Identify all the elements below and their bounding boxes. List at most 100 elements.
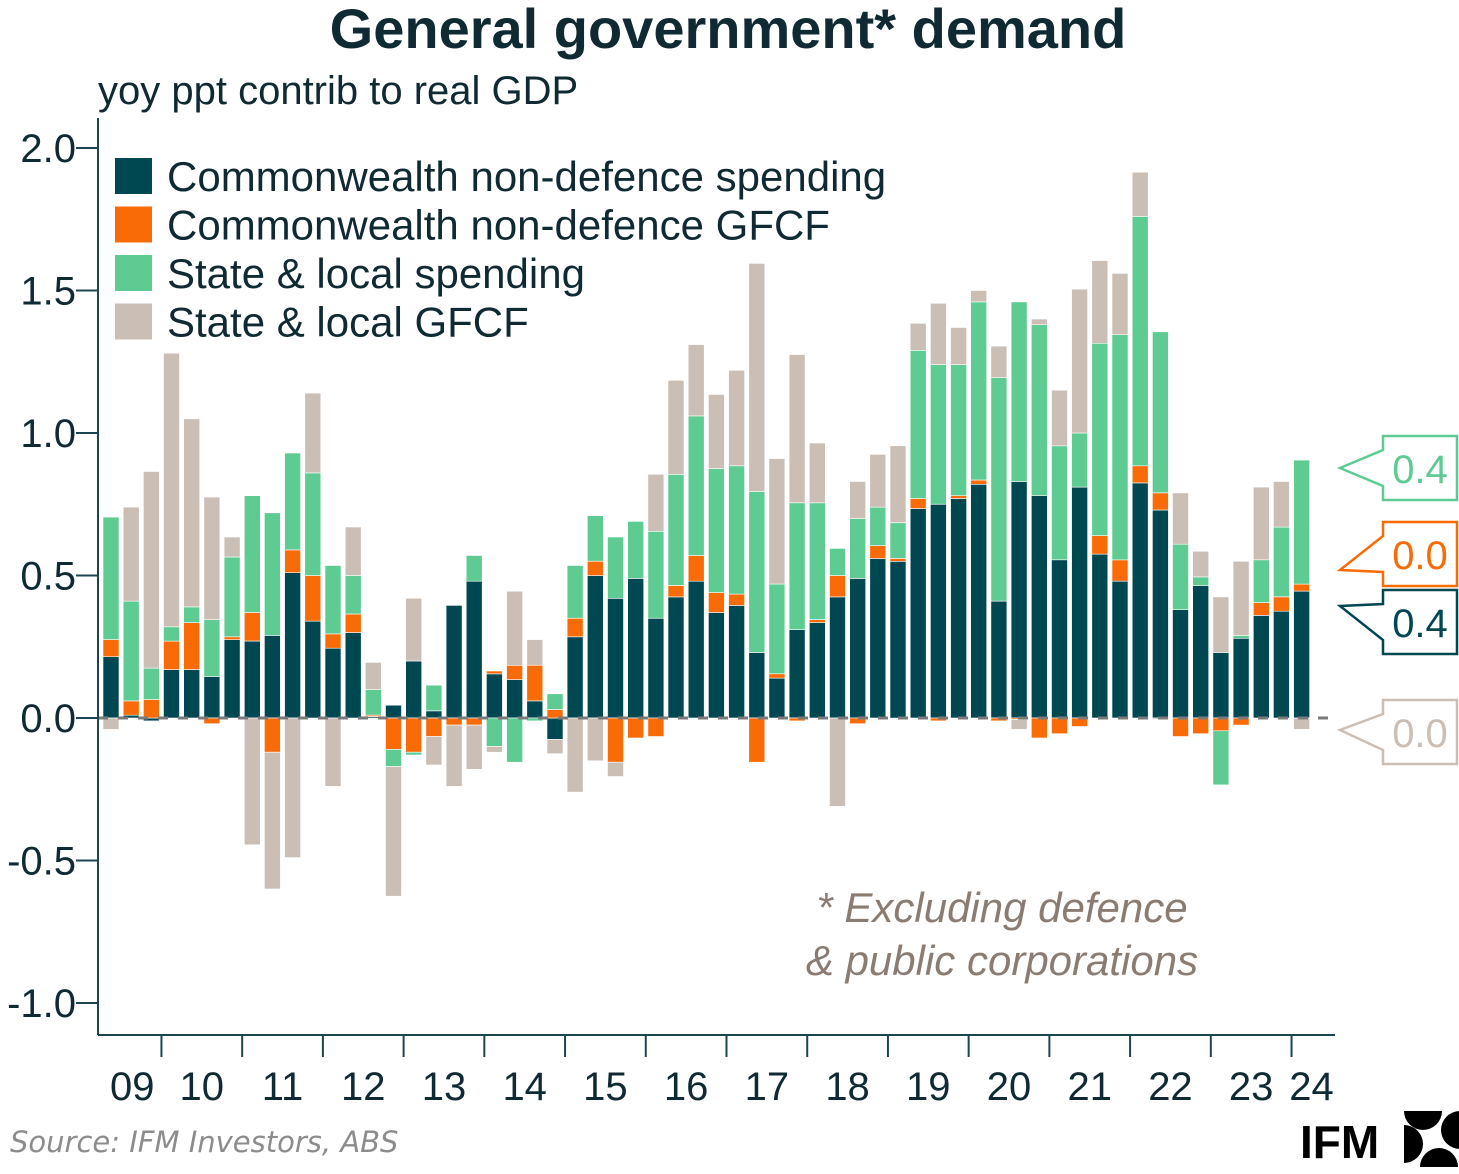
x-tick-label: 21 [1067,1065,1112,1109]
bar-segment-commonwealth-non-defence-spending [1212,652,1230,719]
bar-segment-commonwealth-non-defence-spending [1152,509,1169,719]
y-tick-label: 1.5 [20,270,76,314]
bar-segment-commonwealth-non-defence-spending [183,669,200,719]
bar-segment-commonwealth-non-defence-spending [1192,585,1209,719]
x-tick-label: 20 [987,1065,1032,1109]
bar-segment-commonwealth-non-defence-gfcf [647,717,665,737]
y-tick-label: 1.0 [20,412,76,456]
chart-title: General government* demand [330,0,1127,60]
bar-stack [183,418,200,719]
bar-stack [1293,459,1310,730]
bar-stack [869,454,887,719]
bar-segment-state-local-spending [385,749,402,767]
bar-stack [385,704,402,897]
bar-segment-state-local-gfcf [304,392,322,474]
bar-stack [607,536,624,777]
bar-segment-state-local-spending [647,530,665,619]
bar-segment-commonwealth-non-defence-spending [304,620,322,719]
bar-segment-commonwealth-non-defence-spending [1293,590,1310,719]
bar-segment-commonwealth-non-defence-gfcf [1051,717,1068,734]
bar-segment-commonwealth-non-defence-gfcf [203,717,221,724]
bar-stack [223,536,241,719]
legend-label: Commonwealth non-defence spending [167,153,886,200]
bar-segment-state-local-gfcf [546,739,564,755]
bar-segment-commonwealth-non-defence-gfcf [385,717,402,750]
bar-segment-state-local-gfcf [808,442,826,504]
y-axis-ticks: 2.0 1.5 1.0 0.5 0.0 -0.5 -1.0 [7,127,98,1026]
bar-segment-commonwealth-non-defence-gfcf [102,639,120,657]
bar-segment-state-local-gfcf [143,471,160,669]
bar-segment-state-local-spending [849,518,867,579]
bar-segment-state-local-spending [284,452,301,551]
bar-segment-state-local-gfcf [748,263,766,492]
bar-stack [687,344,705,719]
bar-segment-state-local-gfcf [1172,492,1189,545]
bar-segment-state-local-gfcf [990,345,1008,378]
callout-commonwealth-non-defence-gfcf: 0.0 [1336,520,1459,588]
bar-segment-commonwealth-non-defence-spending [244,640,261,719]
legend-label: State & local GFCF [167,299,529,346]
bar-segment-commonwealth-non-defence-spending [627,578,645,719]
bar-stack [284,452,301,858]
bar-segment-state-local-gfcf [1131,171,1149,217]
legend-label: State & local spending [167,250,585,297]
bar-stack [324,565,342,787]
bar-segment-commonwealth-non-defence-gfcf [1111,559,1129,582]
bar-segment-commonwealth-non-defence-gfcf [808,619,826,623]
bar-segment-state-local-spending [1212,730,1230,786]
bar-segment-commonwealth-non-defence-spending [768,677,786,719]
source-note: Source: IFM Investors, ABS [10,1125,398,1159]
callout-value: 0.4 [1392,602,1448,646]
bar-segment-state-local-spending [203,619,221,678]
bar-segment-commonwealth-non-defence-spending [566,636,584,719]
bar-stack [1253,486,1270,719]
bar-segment-commonwealth-non-defence-gfcf [244,612,261,642]
bar-segment-state-local-spending [1192,576,1209,586]
bar-segment-state-local-gfcf [102,717,120,730]
bar-segment-state-local-gfcf [970,290,988,303]
bar-stack [1051,389,1068,734]
bar-segment-commonwealth-non-defence-gfcf [1172,717,1189,737]
bar-segment-state-local-gfcf [708,394,725,469]
bar-stack [970,290,988,719]
bar-segment-commonwealth-non-defence-spending [849,578,867,719]
legend: Commonwealth non-defence spendingCommonw… [115,153,886,346]
bar-segment-state-local-spending [223,556,241,638]
bar-segment-commonwealth-non-defence-spending [546,717,564,740]
bar-segment-commonwealth-non-defence-gfcf [607,717,624,763]
bar-segment-commonwealth-non-defence-spending [1273,610,1290,719]
ifm-quarter-circles-icon [1404,1111,1459,1167]
bar-segment-commonwealth-non-defence-gfcf [869,545,887,559]
bar-segment-state-local-gfcf [647,473,665,532]
bar-stack [627,521,645,739]
bar-stack [102,516,120,730]
logo-text: IFM [1300,1116,1379,1168]
bar-segment-state-local-gfcf [1111,273,1129,335]
bar-segment-state-local-gfcf [203,496,221,620]
bar-segment-commonwealth-non-defence-spending [1071,486,1088,719]
legend-swatch [115,206,152,243]
y-tick-label: 2.0 [20,127,76,171]
bar-stack [1071,288,1088,727]
bar-segment-state-local-gfcf [1212,596,1230,653]
bar-stack [445,605,463,787]
bar-segment-state-local-gfcf [1091,260,1109,344]
bar-segment-state-local-gfcf [526,639,544,666]
bar-segment-commonwealth-non-defence-gfcf [122,700,140,716]
bar-segment-state-local-gfcf [586,717,604,762]
bar-segment-commonwealth-non-defence-gfcf [748,717,766,763]
bar-segment-state-local-gfcf [284,717,301,858]
bar-segment-commonwealth-non-defence-gfcf [526,664,544,702]
bar-segment-state-local-spending [728,465,745,595]
bar-segment-commonwealth-non-defence-gfcf [1031,717,1048,739]
bar-segment-state-local-gfcf [829,717,846,807]
bar-segment-state-local-spending [1051,445,1068,561]
bar-segment-state-local-spending [687,415,705,556]
bar-segment-state-local-spending [1232,635,1250,639]
callout-box [1336,588,1459,656]
bar-stack [889,445,907,719]
bar-segment-commonwealth-non-defence-gfcf [405,717,423,753]
bar-segment-commonwealth-non-defence-spending [1031,495,1048,719]
callout-value: 0.0 [1392,712,1448,756]
x-tick-label: 24 [1289,1065,1334,1109]
